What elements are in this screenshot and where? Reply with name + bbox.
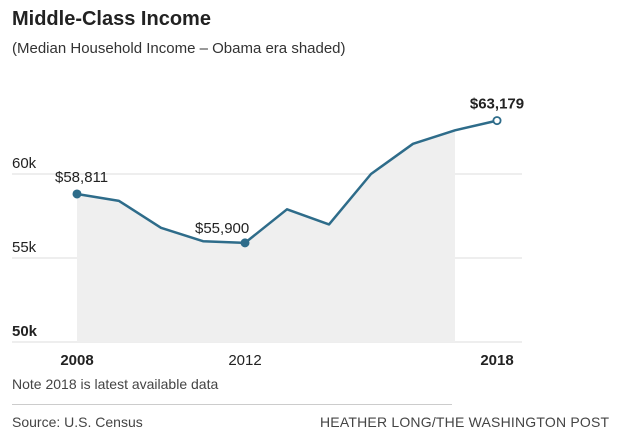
y-tick-label-55k: 55k xyxy=(12,239,37,256)
chart-title: Middle-Class Income xyxy=(12,8,211,30)
y-tick-label-60k: 60k xyxy=(12,155,37,172)
point-marker-2018 xyxy=(492,116,502,126)
point-marker-2012 xyxy=(240,238,250,248)
point-marker-2008 xyxy=(72,189,82,199)
data-label-2008: $58,811 xyxy=(55,169,108,186)
credit-text: HEATHER LONG/THE WASHINGTON POST xyxy=(320,414,610,430)
income-series-line xyxy=(75,119,499,245)
footer-divider xyxy=(12,404,452,405)
data-label-2018: $63,179 xyxy=(470,96,524,113)
obama-era-shade xyxy=(77,130,455,342)
data-label-2012: $55,900 xyxy=(195,220,249,237)
chart-subtitle: (Median Household Income – Obama era sha… xyxy=(12,40,346,57)
note-text: Note 2018 is latest available data xyxy=(12,376,219,392)
x-tick-label-2018: 2018 xyxy=(480,352,513,369)
x-tick-label-2012: 2012 xyxy=(228,352,261,369)
source-text: Source: U.S. Census xyxy=(12,414,143,430)
x-tick-label-2008: 2008 xyxy=(60,352,93,369)
y-tick-label-50k: 50k xyxy=(12,323,38,340)
